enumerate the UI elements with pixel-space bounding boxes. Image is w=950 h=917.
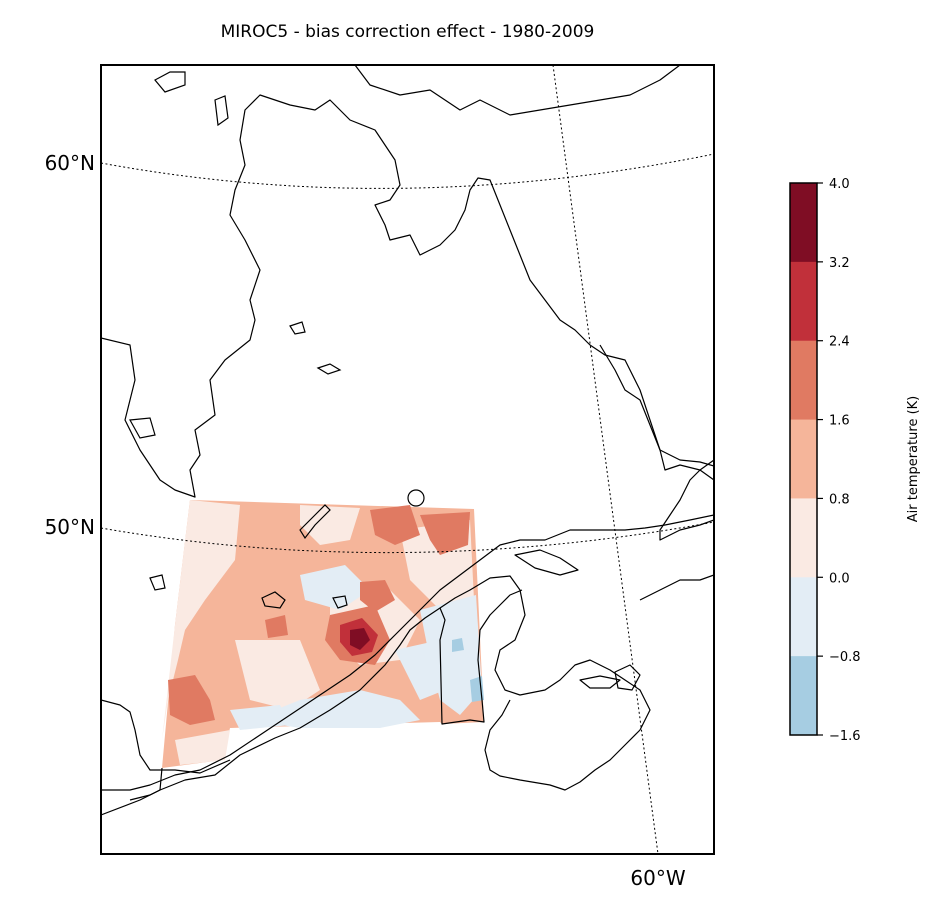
lon-label-60w: 60°W — [630, 866, 685, 890]
colorbar-tick-label: −0.8 — [829, 650, 861, 665]
small-lake-w — [149, 574, 166, 591]
colorbar-tick-label: 1.6 — [829, 414, 850, 429]
small-lake-n — [129, 417, 156, 439]
ontario-border — [129, 767, 163, 801]
colorbar-swatches — [790, 183, 817, 736]
labrador-sea-coast — [599, 344, 714, 471]
lat-label-60n: 60°N — [45, 151, 95, 175]
manicouagan-reservoir — [407, 489, 425, 507]
lake-mistassini — [299, 504, 331, 540]
field-domain — [162, 500, 484, 768]
cape-breton — [614, 664, 641, 691]
colorbar-tick-label: 4.0 — [829, 177, 850, 192]
hudson-bay-east-coast — [101, 94, 714, 498]
colorbar-tick-label: 2.4 — [829, 335, 850, 350]
colorbar-swatch — [790, 577, 817, 657]
belcher-island — [154, 71, 186, 93]
colorbar: 4.0 3.2 2.4 1.6 0.8 0.0 −0.8 −1.6 Air temperatu… — [789, 177, 921, 744]
colorbar-swatch — [790, 498, 817, 578]
colorbar-swatch — [790, 261, 817, 342]
newfoundland-north — [659, 469, 714, 541]
colorbar-tick-label: 3.2 — [829, 256, 850, 271]
temperature-field — [162, 500, 484, 768]
st-lawrence-south-shore — [101, 575, 651, 816]
st-lawrence-north-shore — [101, 514, 714, 791]
parallel-50n — [101, 521, 714, 554]
ungava-island — [214, 95, 229, 127]
parallel-60n — [101, 153, 714, 189]
caniapiscau — [289, 321, 306, 335]
map-area — [101, 65, 714, 854]
colorbar-tick-label: 0.0 — [829, 571, 850, 586]
colorbar-ticks: 4.0 3.2 2.4 1.6 0.8 0.0 −0.8 −1.6 — [817, 177, 861, 744]
graticule — [101, 65, 714, 854]
lat-label-50n: 50°N — [45, 515, 95, 539]
colorbar-swatch — [790, 340, 817, 421]
lakes — [129, 71, 425, 609]
colorbar-label: Air temperature (K) — [906, 396, 921, 523]
colorbar-frame — [789, 182, 818, 736]
prince-edward-island — [579, 675, 621, 689]
colorbar-tick-label: −1.6 — [829, 729, 861, 744]
ungava-bay-north-coast — [354, 65, 681, 116]
colorbar-swatch — [790, 183, 817, 263]
colorbar-swatch — [790, 656, 817, 736]
south-border — [101, 699, 231, 774]
newfoundland-west-coast — [639, 574, 714, 601]
colorbar-tick-label: 0.8 — [829, 492, 850, 507]
gouin-reservoir — [261, 591, 286, 609]
anticosti-island — [514, 549, 579, 576]
lake-st-jean — [332, 595, 348, 609]
coastlines — [101, 65, 714, 816]
northern-lake — [316, 363, 342, 375]
meridian-60w — [552, 65, 659, 854]
gaspe-peninsula — [439, 589, 523, 725]
map-frame — [100, 64, 715, 855]
map-title: MIROC5 - bias correction effect - 1980-2… — [220, 22, 595, 42]
colorbar-swatch — [790, 419, 817, 499]
